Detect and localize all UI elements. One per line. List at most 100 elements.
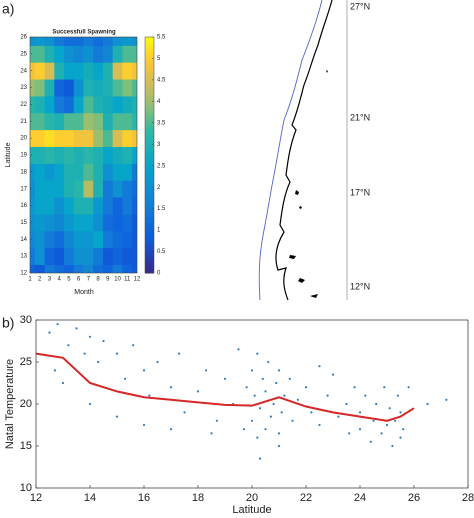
colorbar-segment xyxy=(145,99,154,105)
colorbar-segment xyxy=(145,202,154,207)
heat-cell xyxy=(73,112,84,131)
colorbar-tick-label: 1 xyxy=(157,228,161,234)
heat-cell xyxy=(64,79,75,97)
heat-cell xyxy=(44,112,55,131)
scatter-point xyxy=(256,352,259,355)
y-tick-label: 25 xyxy=(20,356,32,368)
heat-cell xyxy=(34,214,45,232)
colorbar-segment xyxy=(145,107,154,113)
x-tick-label: 26 xyxy=(408,492,420,504)
scatter-point xyxy=(358,411,362,414)
scatter-point xyxy=(318,365,321,368)
y-tick-label: 22 xyxy=(20,102,27,108)
scatter-point xyxy=(445,398,448,401)
heat-cell xyxy=(93,45,104,63)
heat-cell xyxy=(93,96,104,114)
latitude-label: 12°N xyxy=(350,281,370,291)
colorbar-segment xyxy=(145,119,154,125)
heat-cell xyxy=(132,45,137,63)
heat-cell xyxy=(64,112,75,131)
y-tick-label: 17 xyxy=(20,186,27,192)
colorbar-tick-label: 2.5 xyxy=(157,163,166,169)
colorbar-segment xyxy=(145,265,154,270)
colorbar-segment xyxy=(145,96,154,101)
scatter-point xyxy=(280,411,283,414)
heat-cell xyxy=(54,197,65,215)
heat-cell xyxy=(102,79,114,97)
islands xyxy=(289,70,328,298)
colorbar-segment xyxy=(145,158,154,164)
scatter-point xyxy=(183,411,186,414)
heat-cell xyxy=(83,264,94,273)
scatter-point xyxy=(372,419,375,422)
heat-cell xyxy=(73,264,84,273)
scatter-point xyxy=(402,428,405,431)
heat-cell xyxy=(102,163,114,181)
scatter-point xyxy=(264,390,267,393)
heat-cell xyxy=(64,45,75,63)
colorbar-segment xyxy=(145,135,154,140)
heat-cell xyxy=(30,264,36,273)
heat-cell xyxy=(112,129,123,147)
colorbar-tick-label: 0 xyxy=(157,271,161,277)
heat-cell xyxy=(122,163,133,181)
heat-cell xyxy=(54,214,65,232)
heatmap-cells xyxy=(30,37,137,273)
heat-cell xyxy=(34,37,45,46)
heat-cell xyxy=(54,146,65,164)
scatter-point xyxy=(396,394,399,397)
colorbar-segment xyxy=(145,64,154,69)
heat-cell xyxy=(44,264,55,273)
heat-cell xyxy=(112,197,123,215)
scatter-point xyxy=(205,369,208,372)
colorbar-segment xyxy=(145,186,154,191)
heat-cell xyxy=(102,247,114,265)
heat-cell xyxy=(54,129,65,147)
heat-cell xyxy=(83,112,94,131)
heat-cell xyxy=(44,45,55,63)
latitude-label: 17°N xyxy=(350,187,370,197)
y-tick-label: 18 xyxy=(20,169,27,175)
x-tick-label: 1 xyxy=(28,277,32,283)
heat-cell xyxy=(102,45,114,63)
heat-cell xyxy=(93,112,104,131)
y-tick-label: 19 xyxy=(20,153,27,159)
heat-cell xyxy=(54,45,65,63)
colorbar-segment xyxy=(145,143,154,148)
colorbar-segment xyxy=(145,194,154,199)
x-tick-label: 12 xyxy=(134,277,141,283)
x-tick-label: 12 xyxy=(30,492,42,504)
heat-cell xyxy=(30,45,36,63)
heat-cell xyxy=(112,264,123,273)
scatter-point xyxy=(304,386,308,389)
heat-cell xyxy=(112,163,123,181)
heat-cell xyxy=(132,247,137,265)
x-tick-label: 11 xyxy=(124,277,131,283)
heat-cell xyxy=(102,112,114,131)
x-tick-label: 8 xyxy=(96,277,100,283)
colorbar-tick-label: 4 xyxy=(157,99,161,105)
colorbar-segment xyxy=(145,56,154,62)
heat-cell xyxy=(34,112,45,131)
heat-cell xyxy=(83,62,94,80)
heat-cell xyxy=(93,197,104,215)
heat-cell xyxy=(83,180,94,198)
heat-cell xyxy=(30,37,36,46)
heat-cell xyxy=(34,96,45,114)
heat-cell xyxy=(34,45,45,63)
heat-cell xyxy=(102,96,114,114)
heat-cell xyxy=(54,96,65,114)
heat-cell xyxy=(132,180,137,198)
colorbar-segment xyxy=(145,166,154,172)
heat-cell xyxy=(34,129,45,147)
colorbar-segment xyxy=(145,170,154,176)
heat-cell xyxy=(83,96,94,114)
heat-cell xyxy=(83,247,94,265)
scatter-point xyxy=(97,360,100,364)
heat-cell xyxy=(44,146,55,164)
heat-cell xyxy=(64,62,75,80)
heat-cell xyxy=(44,62,55,80)
colorbar-tick-label: 4.5 xyxy=(157,77,166,83)
scatter-point xyxy=(277,432,281,435)
colorbar-segment xyxy=(145,182,154,187)
